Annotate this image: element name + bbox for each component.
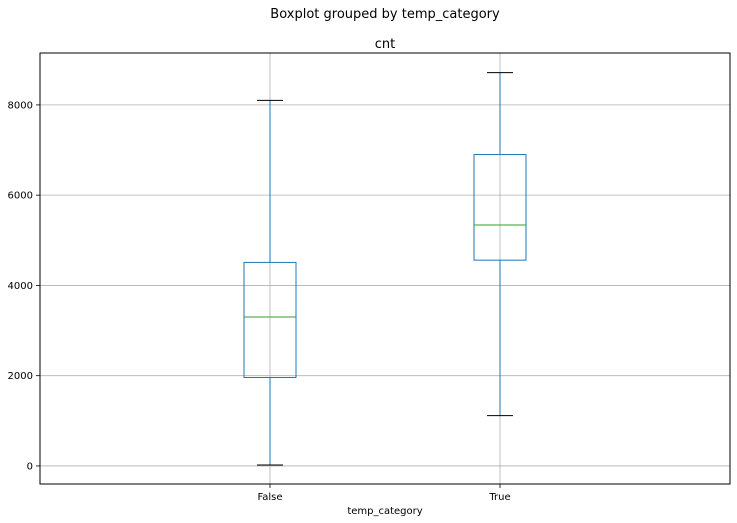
box-plots (243, 72, 527, 466)
y-tick-label: 0 (27, 461, 33, 472)
x-axis-label: temp_category (347, 506, 422, 517)
y-tick-label: 4000 (8, 281, 33, 292)
chart-title: cnt (375, 37, 395, 52)
y-tick-label: 8000 (8, 100, 33, 111)
x-axis-ticks: False True (257, 484, 511, 503)
iqr-box (473, 154, 527, 261)
plot-frame (39, 52, 731, 485)
y-tick-label: 6000 (8, 191, 33, 202)
grid-lines (40, 53, 730, 484)
y-axis-ticks: 0 2000 4000 6000 8000 (8, 100, 40, 472)
x-tick-label: True (488, 492, 510, 503)
iqr-box (243, 261, 297, 378)
chart-suptitle: Boxplot grouped by temp_category (270, 7, 500, 22)
y-tick-label: 2000 (8, 371, 33, 382)
x-tick-label: False (257, 492, 282, 503)
